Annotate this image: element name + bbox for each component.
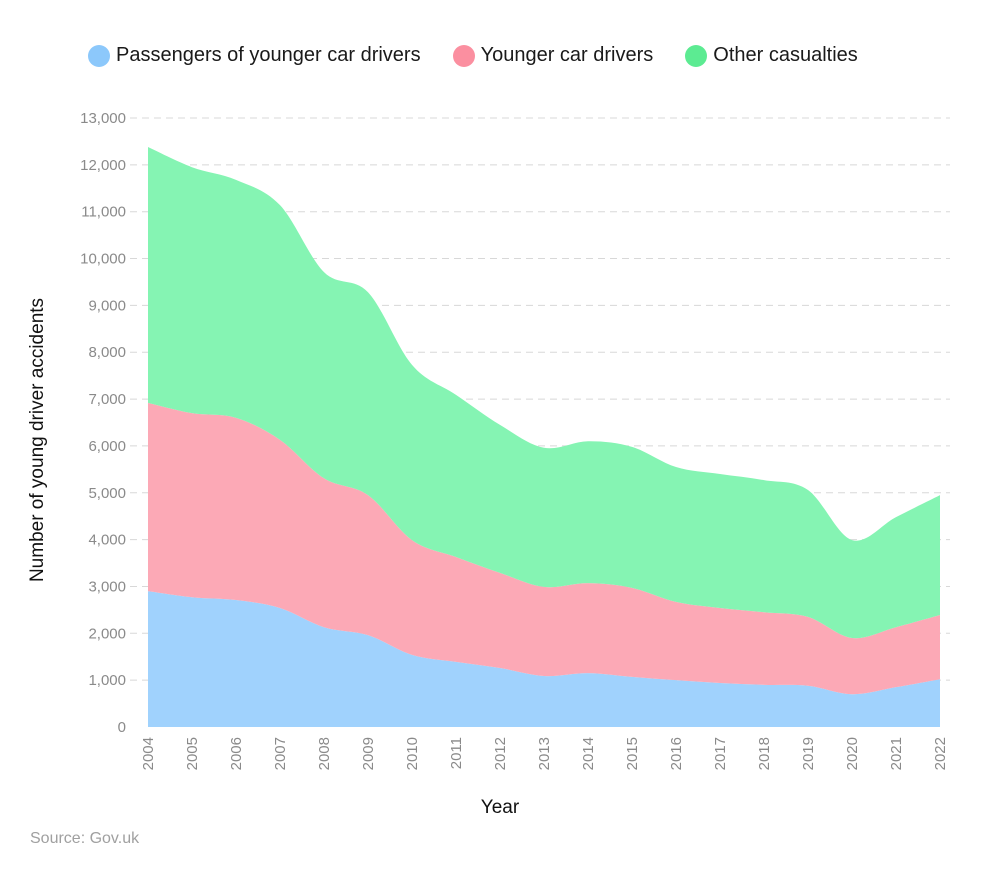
x-tick-label: 2018: [756, 737, 773, 770]
y-tick-label: 9,000: [88, 297, 126, 314]
y-tick-label: 3,000: [88, 578, 126, 595]
x-tick-label: 2017: [712, 737, 729, 770]
x-tick-label: 2015: [624, 737, 641, 770]
area-other-casualties: [148, 147, 940, 639]
x-tick-label: 2019: [800, 737, 817, 770]
x-axis-title: Year: [480, 797, 520, 818]
x-tick-label: 2006: [228, 737, 245, 770]
y-tick-label: 10,000: [80, 251, 126, 268]
y-tick-label: 2,000: [88, 625, 126, 642]
y-tick-label: 8,000: [88, 344, 126, 361]
legend-swatch-passengers: [88, 44, 110, 67]
area-passengers: [148, 591, 940, 727]
x-tick-label: 2004: [140, 737, 157, 770]
legend-item-passengers: Passengers of younger car drivers: [88, 44, 421, 67]
legend-item-drivers: Younger car drivers: [452, 44, 654, 67]
x-tick-label: 2020: [844, 737, 861, 770]
x-tick-label: 2021: [888, 737, 905, 770]
y-tick-label: 1,000: [88, 672, 126, 689]
x-tick-label: 2008: [316, 737, 333, 770]
legend-swatch-other: [685, 44, 708, 67]
x-tick-label: 2010: [404, 737, 421, 770]
x-tick-label: 2013: [536, 737, 553, 770]
x-tick-label: 2009: [360, 737, 377, 770]
x-tick-label: 2012: [492, 737, 509, 770]
x-tick-label: 2016: [668, 737, 685, 770]
y-tick-label: 5,000: [88, 485, 126, 502]
area-younger-drivers: [148, 402, 940, 695]
legend: Passengers of younger car drivers Younge…: [88, 44, 890, 67]
x-tick-label: 2022: [932, 737, 949, 770]
legend-label-drivers: Younger car drivers: [480, 44, 654, 66]
y-tick-label: 4,000: [88, 532, 126, 549]
legend-label-other: Other casualties: [713, 44, 858, 66]
x-tick-label: 2005: [184, 737, 201, 770]
y-tick-label: 7,000: [88, 391, 126, 408]
legend-swatch-drivers: [452, 44, 475, 67]
x-tick-label: 2007: [272, 737, 289, 770]
y-tick-label: 11,000: [81, 204, 126, 221]
source-note: Source: Gov.uk: [30, 830, 140, 847]
y-tick-label: 6,000: [88, 438, 126, 455]
y-tick-label: 0: [118, 719, 126, 736]
y-tick-label: 12,000: [80, 157, 126, 174]
y-tick-label: 13,000: [80, 110, 126, 127]
legend-label-passengers: Passengers of younger car drivers: [116, 44, 421, 66]
y-axis-title: Number of young driver accidents: [27, 297, 48, 583]
x-tick-label: 2014: [580, 737, 597, 770]
x-tick-label: 2011: [448, 737, 465, 769]
legend-item-other: Other casualties: [685, 44, 858, 67]
